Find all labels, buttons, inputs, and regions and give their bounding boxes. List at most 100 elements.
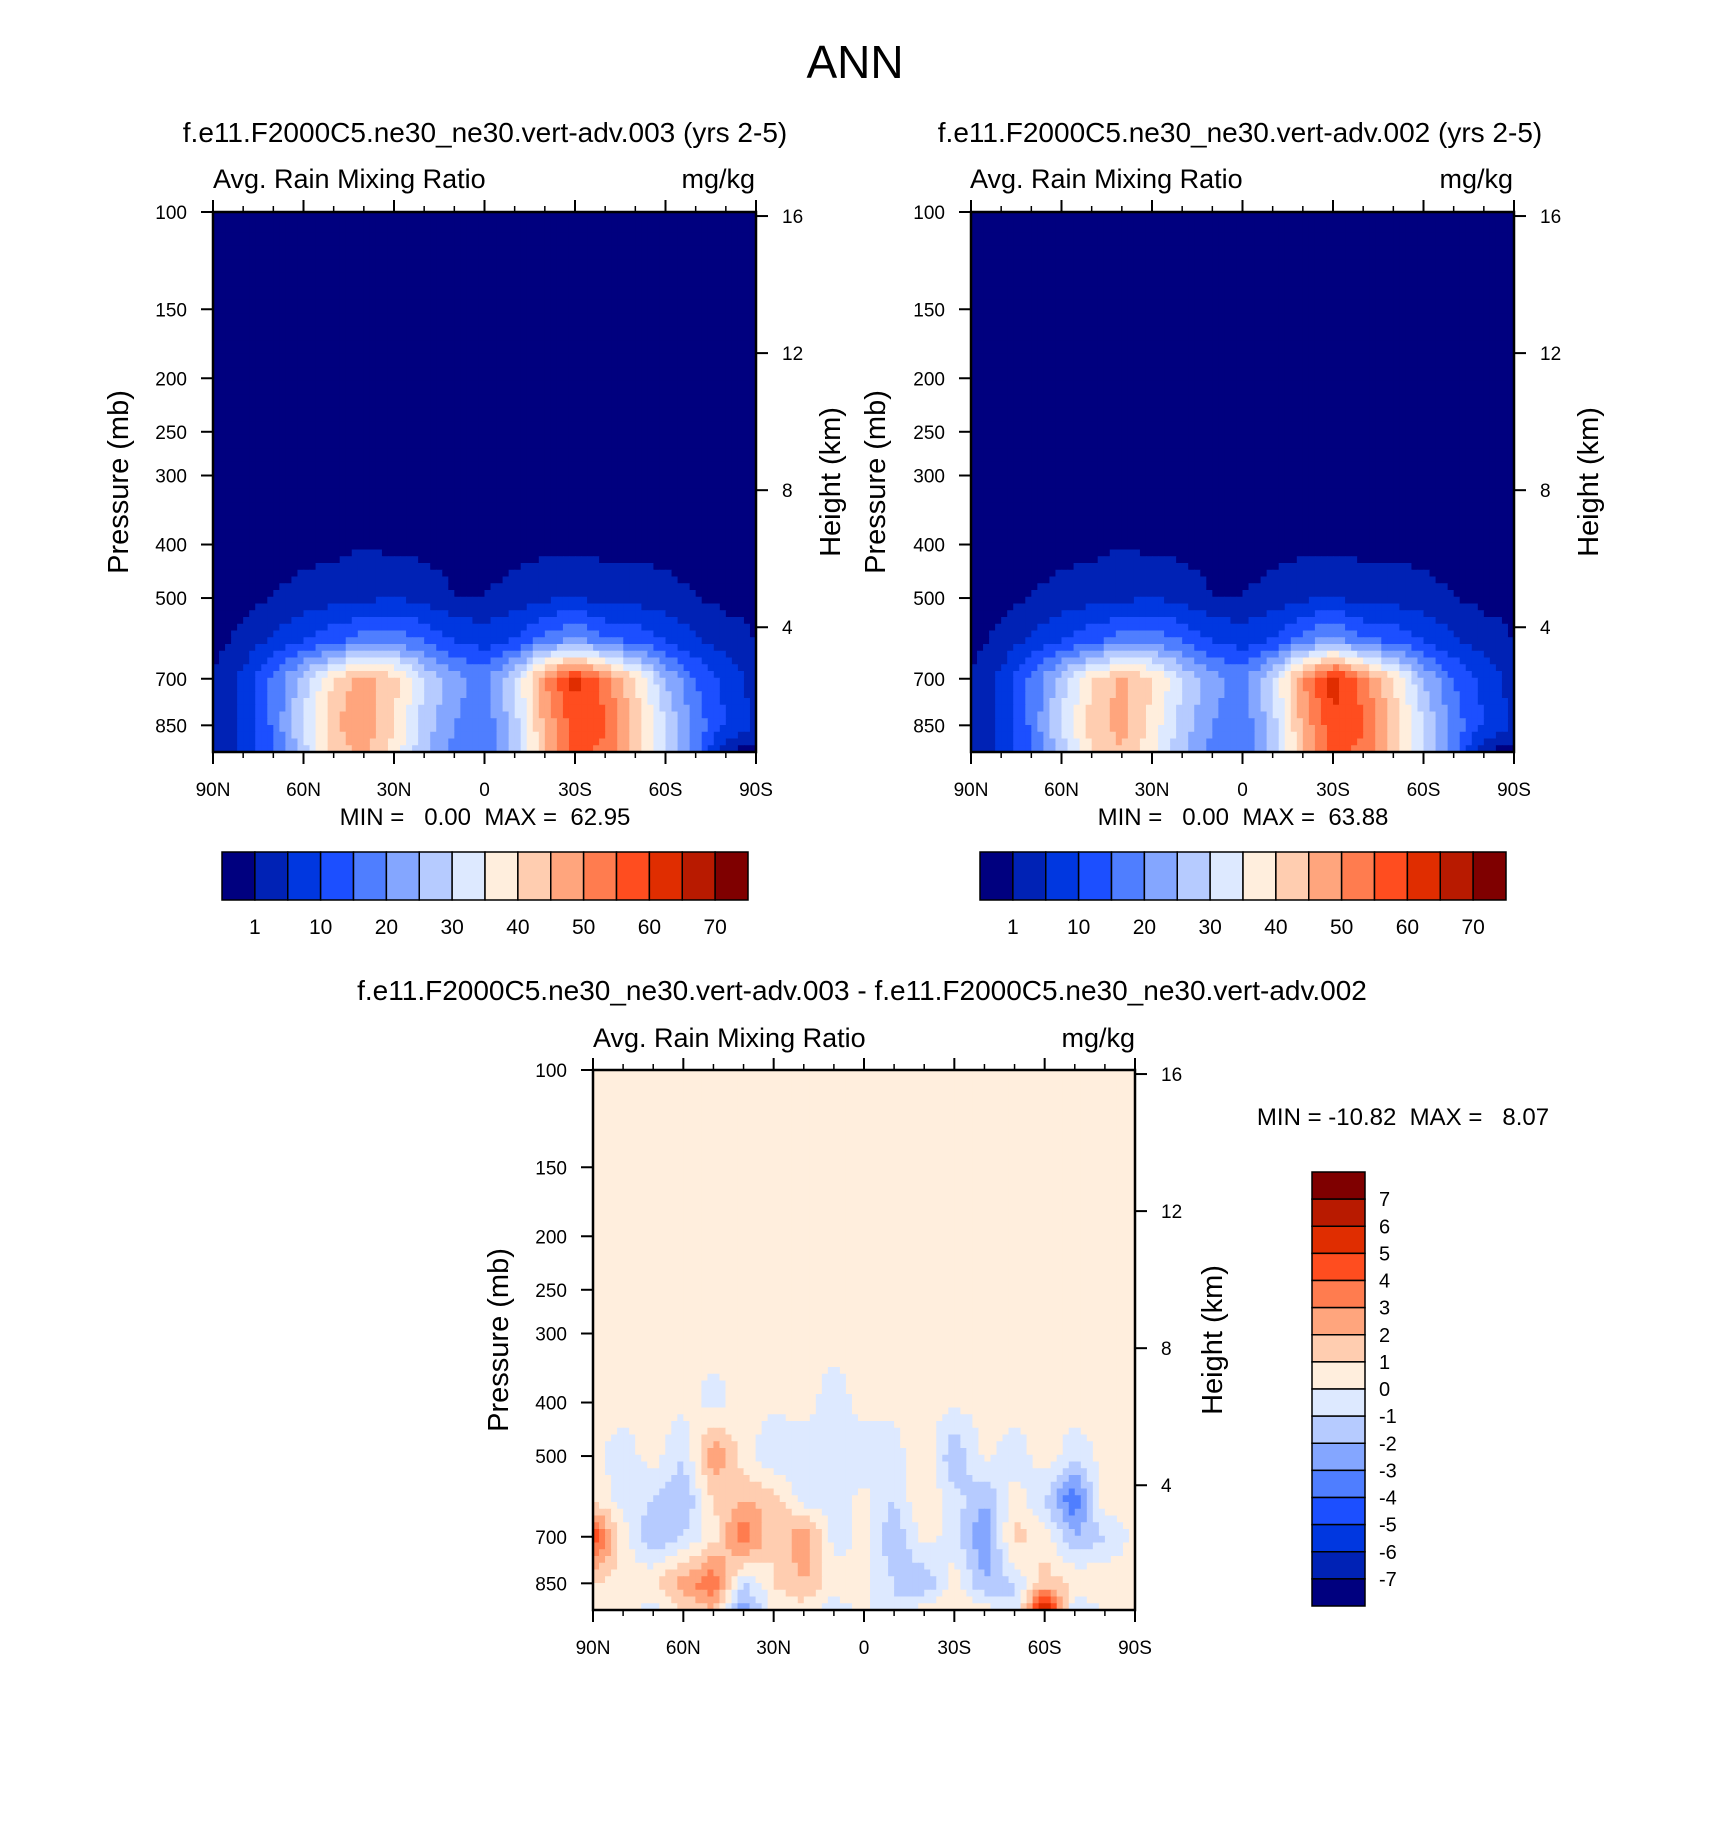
field-cell bbox=[472, 577, 479, 584]
field-cell bbox=[376, 280, 383, 287]
field-cell bbox=[629, 577, 636, 584]
field-cell bbox=[485, 266, 492, 273]
field-cell bbox=[322, 469, 329, 476]
field-cell bbox=[430, 401, 437, 408]
field-cell bbox=[478, 435, 485, 442]
field-cell bbox=[575, 550, 582, 557]
field-cell bbox=[219, 489, 226, 496]
field-cell bbox=[219, 577, 226, 584]
field-cell bbox=[690, 280, 697, 287]
field-cell bbox=[641, 401, 648, 408]
field-cell bbox=[358, 469, 365, 476]
field-cell bbox=[702, 536, 709, 543]
field-cell bbox=[304, 462, 311, 469]
field-cell bbox=[539, 482, 546, 489]
field-cell bbox=[714, 300, 721, 307]
field-cell bbox=[714, 273, 721, 280]
field-cell bbox=[503, 361, 510, 368]
field-cell bbox=[358, 523, 365, 530]
field-cell bbox=[322, 475, 329, 482]
field-cell bbox=[503, 334, 510, 341]
field-cell bbox=[279, 367, 286, 374]
field-cell bbox=[599, 293, 606, 300]
field-cell bbox=[418, 577, 425, 584]
field-cell bbox=[394, 334, 401, 341]
field-cell bbox=[521, 462, 528, 469]
field-cell bbox=[370, 442, 377, 449]
field-cell bbox=[599, 361, 606, 368]
field-cell bbox=[563, 516, 570, 523]
field-cell bbox=[364, 219, 371, 226]
field-cell bbox=[690, 475, 697, 482]
field-cell bbox=[364, 442, 371, 449]
field-cell bbox=[647, 550, 654, 557]
field-cell bbox=[279, 347, 286, 354]
field-cell bbox=[297, 320, 304, 327]
field-cell bbox=[653, 462, 660, 469]
field-cell bbox=[641, 340, 648, 347]
field-cell bbox=[400, 273, 407, 280]
field-cell bbox=[358, 280, 365, 287]
field-cell bbox=[714, 259, 721, 266]
field-cell bbox=[503, 556, 510, 563]
field-cell bbox=[352, 361, 359, 368]
field-cell bbox=[659, 300, 666, 307]
field-cell bbox=[358, 516, 365, 523]
field-cell bbox=[285, 523, 292, 530]
field-cell bbox=[358, 408, 365, 415]
field-cell bbox=[382, 313, 389, 320]
field-cell bbox=[485, 563, 492, 570]
field-cell bbox=[732, 435, 739, 442]
field-cell bbox=[334, 415, 341, 422]
field-cell bbox=[394, 394, 401, 401]
field-cell bbox=[653, 273, 660, 280]
field-cell bbox=[696, 475, 703, 482]
field-cell bbox=[352, 421, 359, 428]
field-cell bbox=[672, 550, 679, 557]
field-cell bbox=[635, 502, 642, 509]
field-cell bbox=[418, 496, 425, 503]
field-cell bbox=[533, 563, 540, 570]
field-cell bbox=[509, 550, 516, 557]
field-cell bbox=[424, 354, 431, 361]
field-cell bbox=[424, 442, 431, 449]
field-cell bbox=[485, 307, 492, 314]
field-cell bbox=[563, 577, 570, 584]
field-cell bbox=[334, 280, 341, 287]
field-cell bbox=[249, 259, 256, 266]
field-cell bbox=[732, 489, 739, 496]
field-cell bbox=[267, 394, 274, 401]
field-cell bbox=[491, 232, 498, 239]
field-cell bbox=[436, 536, 443, 543]
field-cell bbox=[491, 482, 498, 489]
field-cell bbox=[382, 354, 389, 361]
field-cell bbox=[635, 361, 642, 368]
field-cell bbox=[279, 543, 286, 550]
field-cell bbox=[279, 516, 286, 523]
field-cell bbox=[328, 462, 335, 469]
field-cell bbox=[400, 286, 407, 293]
field-cell bbox=[352, 307, 359, 314]
field-cell bbox=[346, 415, 353, 422]
field-cell bbox=[521, 259, 528, 266]
field-cell bbox=[635, 381, 642, 388]
field-cell bbox=[297, 307, 304, 314]
field-cell bbox=[273, 462, 280, 469]
field-cell bbox=[509, 219, 516, 226]
field-cell bbox=[478, 320, 485, 327]
field-cell bbox=[310, 401, 317, 408]
field-cell bbox=[545, 253, 552, 260]
field-cell bbox=[316, 340, 323, 347]
field-cell bbox=[454, 232, 461, 239]
field-cell bbox=[261, 300, 268, 307]
field-cell bbox=[569, 529, 576, 536]
field-cell bbox=[545, 334, 552, 341]
field-cell bbox=[635, 219, 642, 226]
field-cell bbox=[285, 300, 292, 307]
field-cell bbox=[503, 415, 510, 422]
field-cell bbox=[696, 307, 703, 314]
field-cell bbox=[587, 293, 594, 300]
field-cell bbox=[460, 421, 467, 428]
field-cell bbox=[304, 347, 311, 354]
field-cell bbox=[726, 307, 733, 314]
